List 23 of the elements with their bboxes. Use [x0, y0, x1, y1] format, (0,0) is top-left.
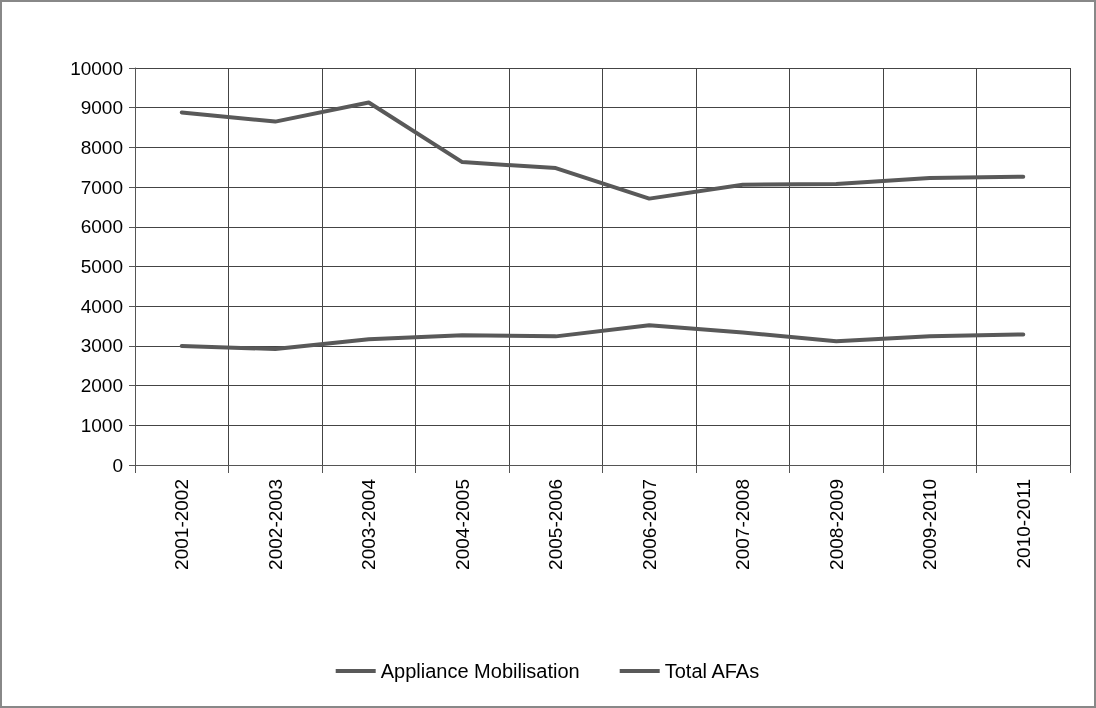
x-tick-label: 2007-2008	[732, 479, 754, 570]
y-tick-label: 3000	[80, 335, 123, 357]
x-tick-label: 2001-2002	[171, 479, 193, 570]
y-tick-label: 10000	[70, 57, 123, 79]
legend-label: Appliance Mobilisation	[380, 660, 580, 682]
y-tick-label: 7000	[80, 176, 123, 198]
y-tick-label: 9000	[80, 97, 123, 119]
x-tick-label: 2006-2007	[638, 479, 660, 570]
y-tick-label: 1000	[80, 414, 123, 436]
y-tick-label: 4000	[80, 295, 123, 317]
legend-label: Total AFAs	[664, 660, 760, 682]
y-tick-label: 2000	[80, 375, 123, 397]
y-tick-label: 6000	[80, 216, 123, 238]
x-tick-label: 2008-2009	[825, 479, 847, 570]
x-tick-label: 2004-2005	[451, 479, 473, 570]
x-tick-label: 2009-2010	[919, 479, 941, 570]
y-tick-label: 0	[112, 454, 123, 476]
y-tick-label: 5000	[80, 256, 123, 277]
y-tick-label: 8000	[80, 136, 123, 158]
x-tick-label: 2010-2011	[1012, 479, 1034, 569]
x-tick-label: 2005-2006	[545, 479, 567, 570]
x-tick-label: 2002-2003	[264, 479, 286, 570]
x-tick-label: 2003-2004	[358, 478, 380, 570]
